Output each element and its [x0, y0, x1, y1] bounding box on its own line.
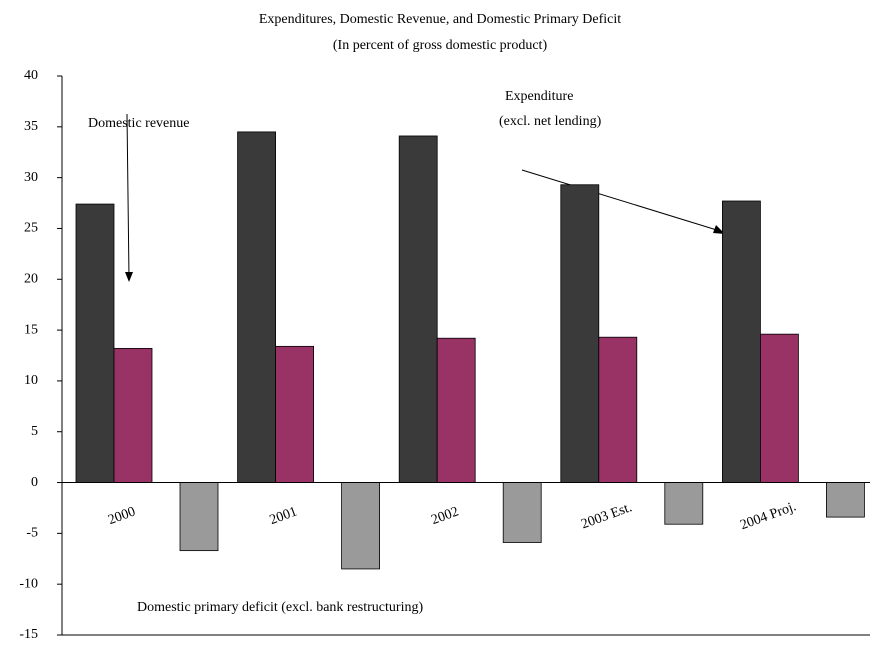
- bar: [722, 200, 761, 483]
- bar: [398, 135, 438, 483]
- y-tick-label: 0: [31, 475, 38, 490]
- bar: [502, 482, 542, 543]
- y-tick-label: 5: [31, 424, 38, 439]
- bar: [341, 482, 381, 570]
- y-tick-label: 40: [24, 68, 38, 83]
- x-tick-label: 2000: [106, 504, 137, 528]
- bar: [760, 333, 799, 483]
- bar: [75, 203, 115, 483]
- arrow: [521, 169, 721, 232]
- arrow-head: [125, 272, 133, 282]
- y-tick-label: 35: [24, 119, 38, 134]
- annotation: Domestic revenue: [88, 116, 189, 131]
- bar: [113, 347, 153, 483]
- bar: [237, 131, 277, 483]
- chart-title: Expenditures, Domestic Revenue, and Dome…: [259, 12, 621, 27]
- y-tick-label: 25: [24, 221, 38, 236]
- annotation: Domestic primary deficit (excl. bank res…: [137, 600, 423, 615]
- bar: [560, 184, 600, 483]
- arrow: [126, 113, 130, 279]
- y-tick-label: 15: [24, 322, 38, 337]
- y-tick-label: -15: [19, 627, 38, 642]
- arrow-head: [713, 225, 725, 234]
- annotation: Expenditure: [505, 89, 573, 104]
- bar: [826, 482, 865, 518]
- y-tick-label: 20: [24, 271, 38, 286]
- bar: [275, 345, 315, 483]
- bar: [436, 337, 476, 483]
- annotation: (excl. net lending): [499, 114, 602, 129]
- y-tick-label: 10: [24, 373, 38, 388]
- x-tick-label: 2001: [268, 504, 299, 528]
- bar: [664, 482, 704, 525]
- y-tick-label: -10: [19, 576, 38, 591]
- bar: [179, 482, 219, 552]
- chart-subtitle: (In percent of gross domestic product): [333, 38, 548, 53]
- x-tick-label: 2003 Est.: [579, 500, 634, 532]
- x-tick-label: 2004 Proj.: [738, 499, 798, 533]
- bar: [598, 336, 638, 483]
- y-tick-label: 30: [24, 170, 38, 185]
- x-tick-label: 2002: [429, 504, 460, 528]
- y-tick-label: -5: [26, 526, 38, 541]
